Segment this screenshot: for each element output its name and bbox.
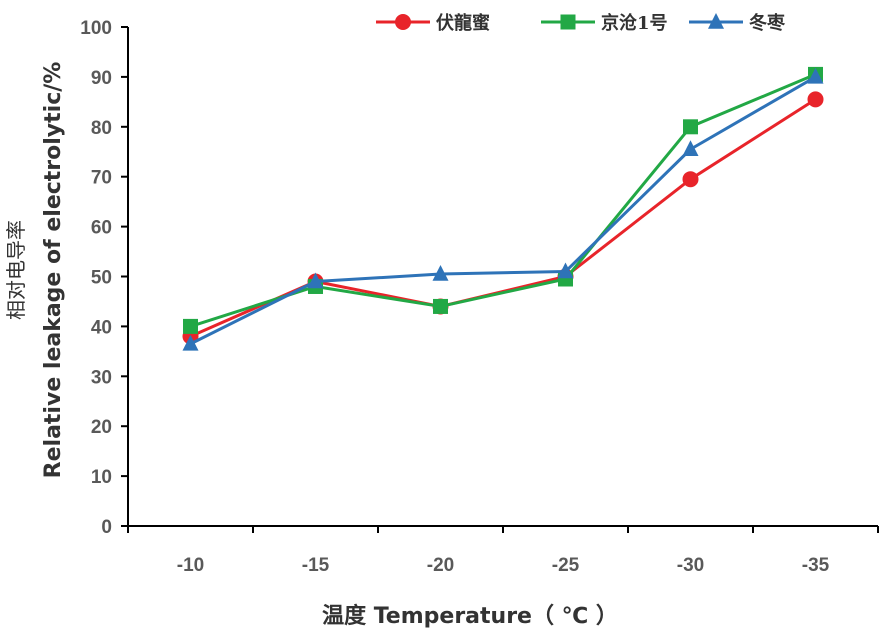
legend-marker-circle [395,14,411,30]
series-line [189,75,817,346]
legend-marker-triangle [708,13,724,29]
x-tick-label: -15 [302,555,330,576]
data-point-triangle [682,140,699,157]
data-point-triangle [557,262,574,279]
series-triangle [182,67,824,351]
y-axis-title-en: Relative leakage of electrolytic/% [41,62,66,479]
y-tick-label: 20 [91,417,112,438]
legend-marker-square [560,14,576,30]
y-tick-label: 50 [91,268,112,289]
y-tick-label: 80 [91,118,112,139]
legend: 伏龍蜜 京沧1号 冬枣 [376,12,786,34]
y-tick-label: 0 [101,517,112,538]
series-line [190,73,817,328]
y-tick-label: 30 [91,367,112,388]
data-point-triangle [432,265,449,281]
series-line [189,98,817,338]
legend-label: 京沧1号 [601,12,668,34]
data-point-square [683,119,698,135]
series-square [183,66,823,334]
x-tick-label: -35 [802,555,830,576]
legend-item: 京沧1号 [541,12,668,34]
y-axis-title-cn: 相对电导率 [4,220,28,320]
y-tick-label: 90 [91,68,112,89]
y-tick-label: 70 [91,168,112,189]
data-point-triangle [807,67,824,84]
y-axis-title: 相对电导率 Relative leakage of electrolytic/% [4,62,66,479]
axes [127,27,878,527]
y-tick-label: 60 [91,218,112,239]
x-tick-group: -10 -15 -20 -25 -30 -35 [127,526,879,576]
legend-label: 伏龍蜜 [436,12,490,34]
x-tick-label: -20 [427,555,454,576]
legend-item: 冬枣 [689,12,786,34]
y-tick-label: 10 [91,467,112,488]
data-point-circle [807,91,824,108]
x-axis-title: 温度 Temperature（ ℃ ） [322,603,618,629]
legend-label: 冬枣 [749,12,786,34]
x-tick-label: -25 [552,555,580,576]
data-point-square [433,298,448,314]
data-point-triangle [182,334,199,351]
y-tick-group: 0 10 20 30 40 50 60 70 80 90 100 [80,18,128,538]
series-group [182,66,824,351]
data-point-triangle [307,272,324,289]
y-tick-label: 100 [80,18,112,39]
data-point-square [183,318,198,334]
legend-item: 伏龍蜜 [376,12,490,34]
x-tick-label: -10 [177,555,204,576]
data-point-circle [682,171,699,188]
y-tick-label: 40 [91,317,112,338]
x-tick-label: -30 [677,555,704,576]
